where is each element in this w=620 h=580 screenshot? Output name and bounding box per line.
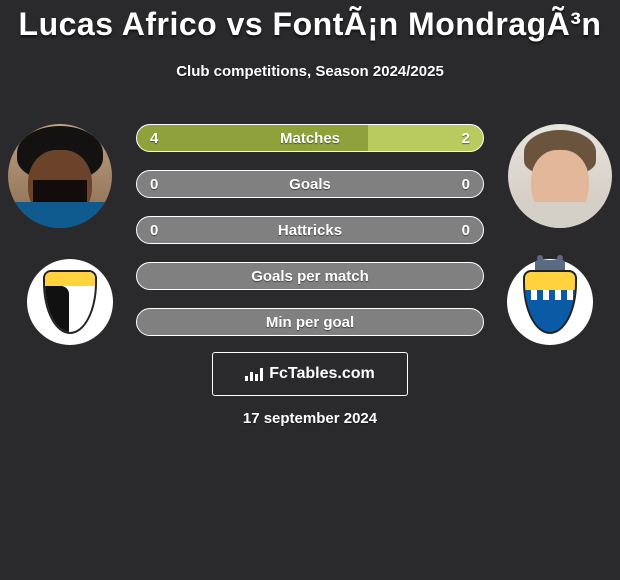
stat-bars: 42Matches 00Goals 00Hattricks Goals per mat… xyxy=(136,124,484,354)
player1-avatar xyxy=(8,124,112,228)
page-title: Lucas Africo vs FontÃ¡n MondragÃ³n xyxy=(0,0,620,43)
stat-bar: 00Goals xyxy=(136,170,484,198)
stat-label: Min per goal xyxy=(136,308,484,336)
player1-club-crest xyxy=(27,259,113,345)
stat-bar: 42Matches xyxy=(136,124,484,152)
stat-label: Goals per match xyxy=(136,262,484,290)
player2-club-crest xyxy=(507,259,593,345)
stat-bar: Min per goal xyxy=(136,308,484,336)
stat-bar: 00Hattricks xyxy=(136,216,484,244)
branding-text: FcTables.com xyxy=(269,365,375,383)
stat-bar: Goals per match xyxy=(136,262,484,290)
stat-label: Goals xyxy=(136,170,484,198)
player2-avatar xyxy=(508,124,612,228)
date-label: 17 september 2024 xyxy=(0,410,620,427)
branding-badge: FcTables.com xyxy=(212,352,408,396)
season-label: Club competitions, Season 2024/2025 xyxy=(0,63,620,80)
stat-label: Matches xyxy=(136,124,484,152)
chart-icon xyxy=(245,367,263,381)
stat-label: Hattricks xyxy=(136,216,484,244)
